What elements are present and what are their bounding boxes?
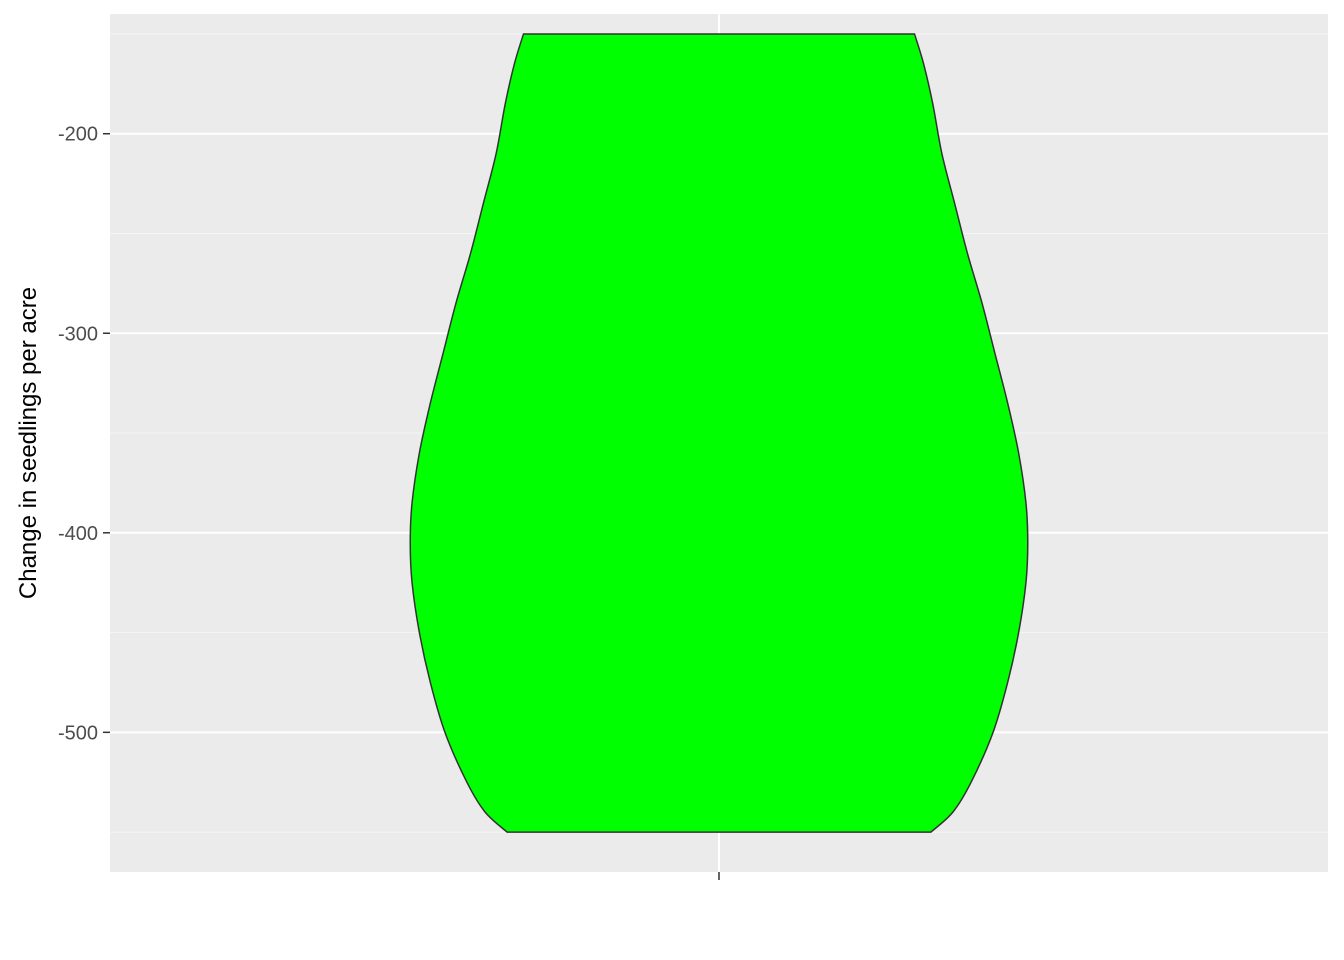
y-axis-title: Change in seedlings per acre bbox=[15, 287, 42, 599]
y-axis: -500 -400 -300 -200 bbox=[58, 124, 110, 744]
violin-body bbox=[409, 33, 1029, 833]
y-tick-label: -200 bbox=[58, 124, 98, 146]
violin-layer bbox=[409, 33, 1029, 833]
y-tick-label: -500 bbox=[58, 722, 98, 744]
y-tick-label: -300 bbox=[58, 323, 98, 345]
y-tick-label: -400 bbox=[58, 523, 98, 545]
